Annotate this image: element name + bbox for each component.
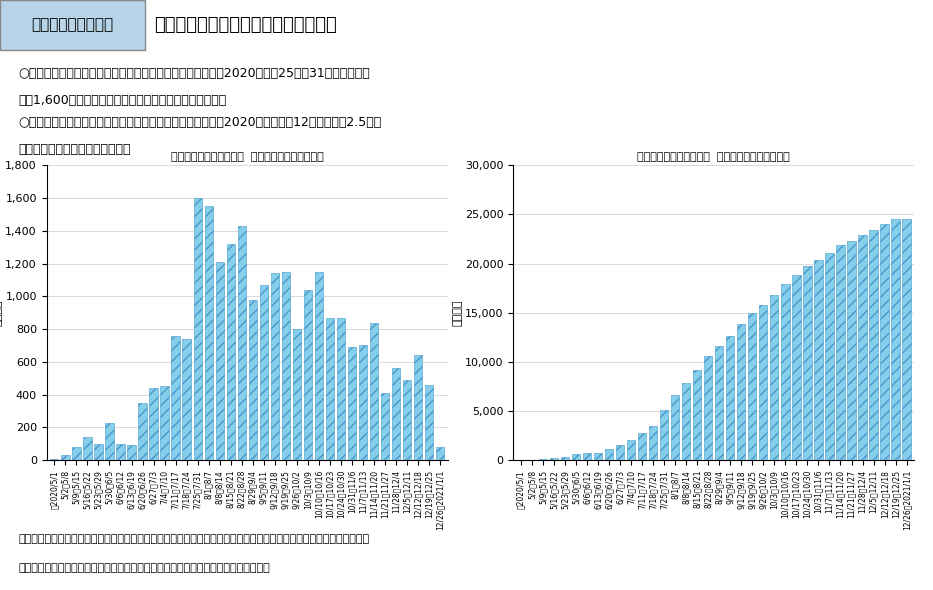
- Bar: [436, 447, 444, 460]
- Bar: [282, 272, 290, 460]
- Bar: [105, 422, 114, 460]
- Bar: [792, 275, 801, 460]
- Bar: [238, 226, 246, 460]
- Bar: [771, 295, 778, 460]
- Bar: [815, 260, 823, 460]
- Bar: [858, 235, 867, 460]
- Bar: [682, 383, 690, 460]
- Bar: [0, 0, 145, 50]
- Bar: [902, 218, 911, 460]
- Text: を超える給付を行っている。: を超える給付を行っている。: [19, 143, 132, 156]
- Y-axis label: （億円）: （億円）: [0, 300, 3, 326]
- Bar: [693, 370, 702, 460]
- Bar: [72, 447, 80, 460]
- Bar: [891, 219, 899, 460]
- Bar: [62, 455, 70, 460]
- Bar: [216, 262, 224, 460]
- Bar: [117, 444, 125, 460]
- Bar: [616, 445, 624, 460]
- Bar: [425, 385, 433, 460]
- Bar: [94, 444, 103, 460]
- Bar: [337, 317, 345, 460]
- Bar: [781, 284, 789, 460]
- Bar: [594, 453, 602, 460]
- Text: ○　雇用調整助成金等の累積の支給決定額の推移をみると、2020年５月から12月末までで2.5兆円: ○ 雇用調整助成金等の累積の支給決定額の推移をみると、2020年５月から12月末…: [19, 116, 382, 129]
- Bar: [759, 305, 768, 460]
- Bar: [403, 380, 411, 460]
- Bar: [183, 339, 190, 460]
- Bar: [572, 454, 580, 460]
- Bar: [227, 244, 235, 460]
- Bar: [583, 453, 592, 460]
- Bar: [847, 241, 856, 460]
- Bar: [149, 388, 158, 460]
- Bar: [870, 230, 878, 460]
- Bar: [271, 273, 279, 460]
- Title: （２）雇用調整助成金等  累積の支給決定額の推移: （２）雇用調整助成金等 累積の支給決定額の推移: [637, 152, 790, 162]
- Bar: [304, 290, 312, 460]
- Text: ○　雇用調整助成金等の週別の支給決定額の推移をみると、2020年７月25日～31日の１週間で: ○ 雇用調整助成金等の週別の支給決定額の推移をみると、2020年７月25日～31…: [19, 67, 370, 80]
- Bar: [748, 313, 757, 460]
- Bar: [671, 395, 679, 460]
- Bar: [128, 445, 135, 460]
- Bar: [538, 459, 547, 460]
- Bar: [737, 324, 745, 460]
- Bar: [715, 346, 723, 460]
- Bar: [881, 224, 889, 460]
- Bar: [160, 386, 169, 460]
- Bar: [627, 440, 635, 460]
- Bar: [138, 403, 146, 460]
- Bar: [660, 410, 668, 460]
- Bar: [561, 457, 569, 460]
- Bar: [314, 272, 323, 460]
- Bar: [204, 206, 213, 460]
- Bar: [826, 253, 833, 460]
- Bar: [704, 356, 713, 460]
- Text: 雇用調整助成金等の支給決定額の推移: 雇用調整助成金等の支給決定額の推移: [154, 16, 337, 34]
- Bar: [726, 336, 734, 460]
- Y-axis label: （億円）: （億円）: [452, 300, 462, 326]
- Bar: [550, 458, 558, 460]
- Bar: [326, 317, 334, 460]
- Bar: [605, 449, 613, 460]
- Bar: [414, 355, 423, 460]
- Bar: [83, 437, 91, 460]
- Bar: [381, 393, 389, 460]
- Bar: [803, 267, 812, 460]
- Bar: [172, 336, 180, 460]
- Bar: [50, 458, 59, 460]
- Bar: [649, 425, 657, 460]
- Bar: [359, 346, 367, 460]
- Bar: [259, 285, 268, 460]
- Bar: [369, 323, 378, 460]
- Bar: [392, 368, 400, 460]
- Bar: [293, 329, 301, 460]
- Text: （注）　支給決定額は、雇用調整助成金及び緊急雇用安定助成金の合計額である。: （注） 支給決定額は、雇用調整助成金及び緊急雇用安定助成金の合計額である。: [19, 563, 271, 573]
- Title: （１）雇用調整助成金等  週別の支給決定額の推移: （１）雇用調整助成金等 週別の支給決定額の推移: [171, 152, 324, 162]
- Text: 資料出所　厚生労働省公表の雇用調整助成金等の支給実績データをもとに厚生労働省政策統括官付政策統括室にて作成: 資料出所 厚生労働省公表の雇用調整助成金等の支給実績データをもとに厚生労働省政策…: [19, 534, 369, 544]
- Bar: [348, 347, 356, 460]
- Text: 1,600億円と最大となり、その後、減少傾向にある。: 1,600億円と最大となり、その後、減少傾向にある。: [19, 94, 227, 107]
- Bar: [193, 198, 202, 460]
- Bar: [638, 433, 647, 460]
- Bar: [248, 300, 257, 460]
- Text: 第１－（６）－５図: 第１－（６）－５図: [31, 18, 113, 32]
- Bar: [836, 244, 844, 460]
